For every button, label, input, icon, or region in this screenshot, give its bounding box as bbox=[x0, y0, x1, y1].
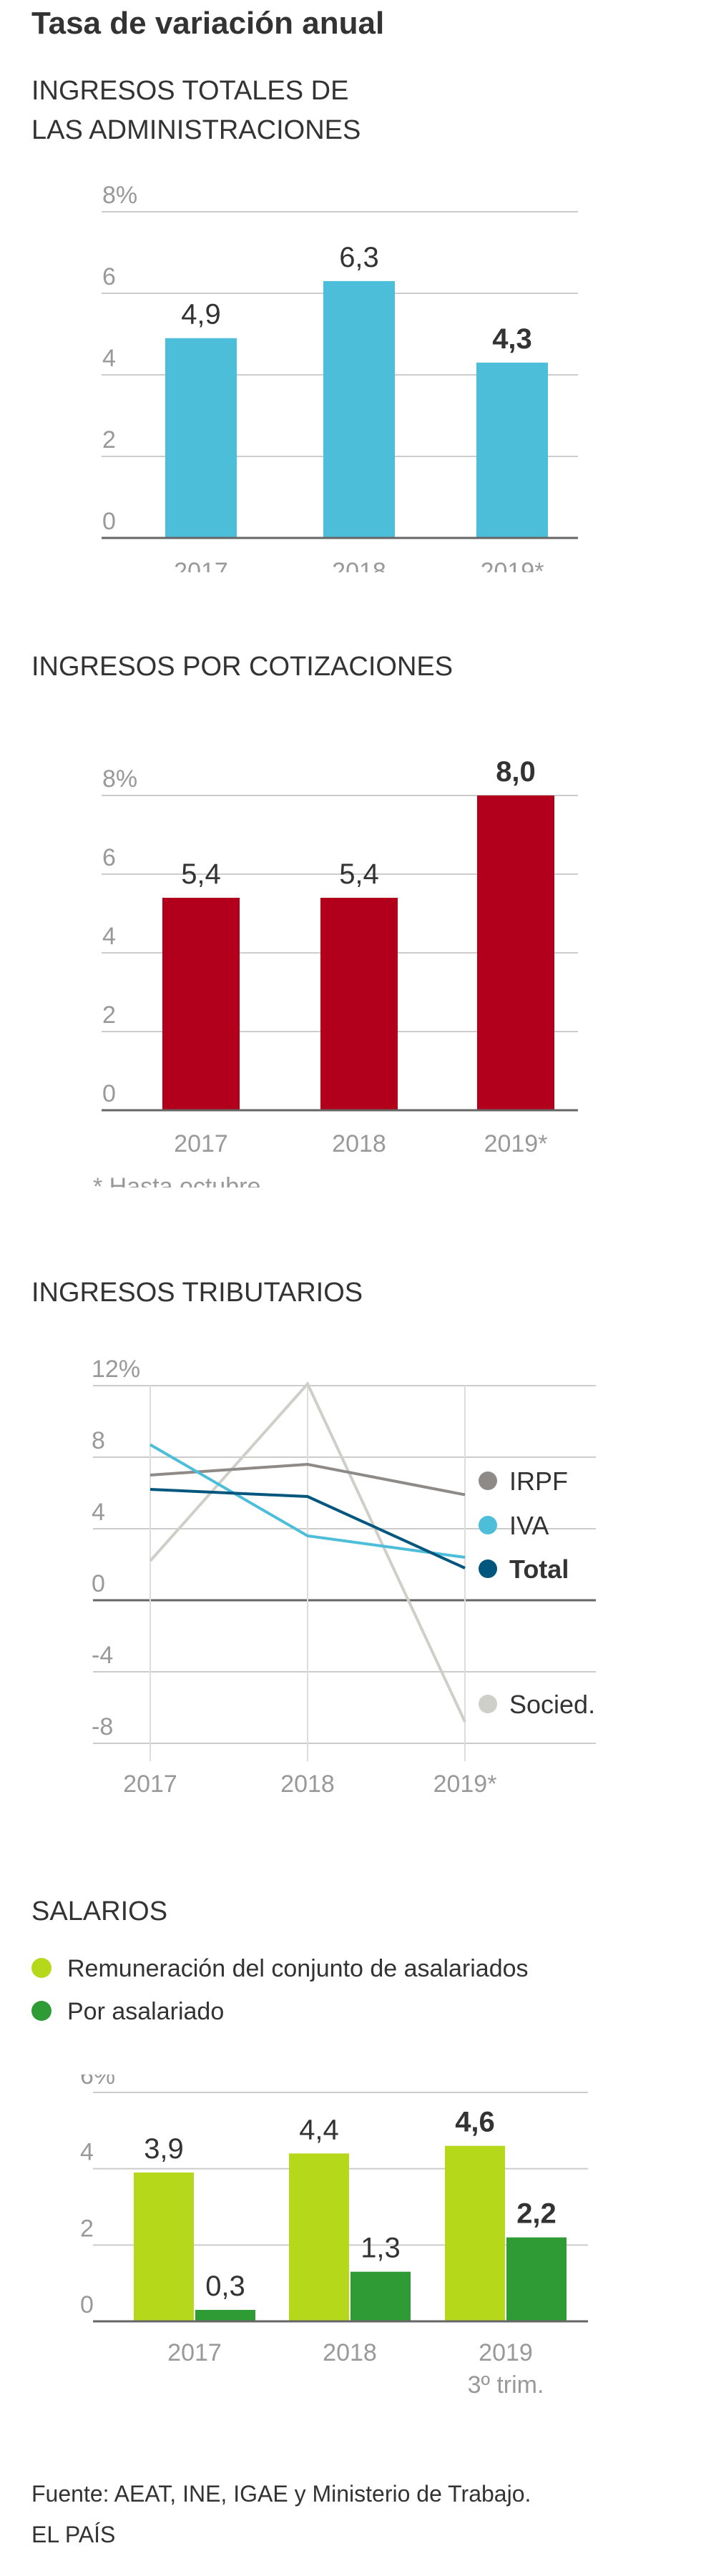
source-note: Fuente: AEAT, INE, IGAE y Ministerio de … bbox=[31, 2481, 531, 2507]
value-label: 5,4 bbox=[181, 858, 221, 890]
legend-label-asalariado: Por asalariado bbox=[67, 1998, 225, 2025]
x-tick-label: 2019 bbox=[479, 2339, 533, 2366]
value-label: 4,6 bbox=[455, 2107, 495, 2138]
x-tick-label: 2017 bbox=[174, 558, 228, 572]
y-tick-label: 2 bbox=[102, 426, 116, 454]
x-tick-label: 2017 bbox=[174, 1130, 228, 1157]
y-tick-label: 4 bbox=[102, 345, 116, 372]
bar bbox=[195, 2310, 255, 2321]
credit: EL PAÍS bbox=[31, 2522, 116, 2547]
bar bbox=[165, 338, 237, 538]
legend-marker bbox=[479, 1471, 497, 1490]
bar bbox=[350, 2271, 411, 2321]
legend-swatch-asalariado bbox=[31, 2001, 52, 2022]
series-line bbox=[149, 1443, 466, 1559]
chart-2-title: INGRESOS POR COTIZACIONES bbox=[31, 652, 454, 682]
bar bbox=[506, 2237, 567, 2321]
footnote: * Hasta octubre bbox=[93, 1173, 260, 1187]
y-tick-label: 0 bbox=[102, 508, 116, 535]
series-label: Total bbox=[509, 1554, 569, 1584]
value-label: 4,4 bbox=[299, 2114, 339, 2145]
y-tick-label: 0 bbox=[102, 1080, 116, 1107]
bar bbox=[445, 2145, 505, 2321]
series-line bbox=[149, 1381, 466, 1723]
chart-1-title-line-1: INGRESOS TOTALES DE bbox=[31, 76, 349, 106]
y-tick-label: 4 bbox=[92, 1499, 105, 1526]
ingresos-tributarios-chart: -8 -4 0 4 8 12% 2017 2018 2019* IRPF IVA Total Socie… bbox=[92, 1359, 596, 1798]
x-tick-label: 2018 bbox=[323, 2339, 377, 2366]
ingresos-totales-chart: 0 2 4 6 8% 4,9 2017 6,3 2018 4,3 2019* bbox=[102, 182, 578, 572]
value-label: 6,3 bbox=[339, 242, 379, 273]
y-tick-label: 6 bbox=[102, 844, 116, 871]
salarios-chart: 0 2 4 6% 3,9 4,4 4,6 0,3 1,3 2,2 2017 2018 2019 3º tr… bbox=[80, 2075, 588, 2399]
series-line bbox=[149, 1488, 466, 1569]
chart-1-title: INGRESOS TOTALES DE LAS ADMINISTRACIONES bbox=[31, 72, 361, 150]
series-label: IVA bbox=[509, 1511, 549, 1540]
y-tick-label: 4 bbox=[80, 2139, 94, 2166]
y-tick-label: 8 bbox=[92, 1427, 105, 1454]
legend-marker bbox=[479, 1559, 497, 1578]
legend-item-asalariado: Por asalariado bbox=[31, 1998, 224, 2026]
y-tick-label: 6% bbox=[80, 2075, 115, 2090]
bar bbox=[289, 2153, 349, 2321]
bar bbox=[320, 898, 398, 1110]
series-line bbox=[149, 1462, 466, 1497]
y-tick-label: 2 bbox=[102, 1001, 116, 1029]
bar bbox=[477, 795, 554, 1110]
y-tick-label: -8 bbox=[92, 1713, 113, 1740]
value-label: 4,3 bbox=[492, 323, 532, 355]
y-tick-label: 0 bbox=[92, 1570, 105, 1597]
legend-item-conjunto: Remuneración del conjunto de asalariados bbox=[31, 1955, 529, 1983]
chart-3-title: INGRESOS TRIBUTARIOS bbox=[31, 1278, 363, 1308]
x-tick-label: 2018 bbox=[280, 1771, 335, 1798]
value-label: 3,9 bbox=[144, 2133, 184, 2165]
x-tick-label: 2019* bbox=[433, 1771, 497, 1798]
value-label: 0,3 bbox=[205, 2271, 245, 2302]
value-label: 5,4 bbox=[339, 858, 379, 890]
x-tick-label: 2019* bbox=[484, 1130, 548, 1157]
series-label: IRPF bbox=[509, 1466, 568, 1496]
y-tick-label: 8% bbox=[102, 182, 137, 209]
x-tick-label: 2018 bbox=[332, 558, 386, 572]
x-tick-label: 2018 bbox=[332, 1130, 386, 1157]
value-label: 2,2 bbox=[516, 2198, 557, 2230]
legend-marker bbox=[479, 1695, 497, 1713]
legend-swatch-conjunto bbox=[31, 1958, 52, 1979]
chart-4-title: SALARIOS bbox=[31, 1896, 168, 1926]
value-label: 4,9 bbox=[181, 299, 221, 330]
bar bbox=[476, 362, 548, 538]
y-tick-label: 0 bbox=[80, 2291, 94, 2318]
x-tick-label: 2019* bbox=[481, 558, 544, 572]
value-label: 8,0 bbox=[496, 756, 536, 788]
bar bbox=[134, 2173, 194, 2321]
series-label: Socied. bbox=[509, 1690, 595, 1719]
x-tick-sublabel: 3º trim. bbox=[468, 2371, 544, 2399]
y-tick-label: 6 bbox=[102, 263, 116, 290]
legend-label-conjunto: Remuneración del conjunto de asalariados bbox=[67, 1955, 529, 1982]
x-tick-label: 2017 bbox=[167, 2339, 222, 2366]
y-tick-label: 8% bbox=[102, 765, 137, 793]
y-tick-label: 4 bbox=[102, 923, 116, 950]
bar bbox=[162, 898, 240, 1110]
x-tick-label: 2017 bbox=[123, 1771, 177, 1798]
chart-1-title-line-2: LAS ADMINISTRACIONES bbox=[31, 115, 361, 145]
cotizaciones-chart: 0 2 4 6 8% 5,4 2017 5,4 2018 8,0 2019* * Hasta octu… bbox=[93, 756, 578, 1187]
value-label: 1,3 bbox=[361, 2233, 401, 2264]
page-title: Tasa de variación anual bbox=[31, 6, 385, 41]
y-tick-label: 12% bbox=[92, 1359, 140, 1383]
y-tick-label: 2 bbox=[80, 2215, 94, 2242]
bar bbox=[323, 280, 395, 538]
y-tick-label: -4 bbox=[92, 1642, 113, 1669]
legend-marker bbox=[479, 1516, 497, 1534]
